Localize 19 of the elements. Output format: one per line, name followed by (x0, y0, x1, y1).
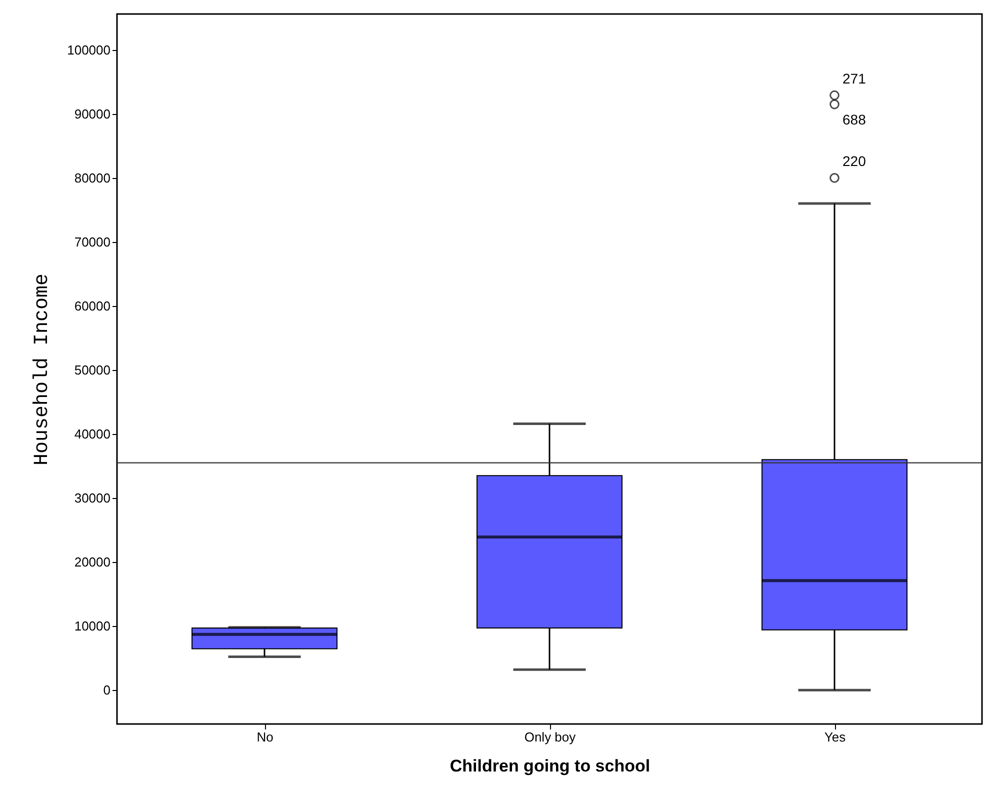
y-tick-label: 20000 (74, 554, 110, 570)
annotation: 688 (842, 111, 866, 128)
y-tick-label: 100000 (67, 42, 110, 58)
y-tick-label: 60000 (74, 298, 110, 314)
y-tick-label: 50000 (74, 362, 110, 378)
y-tick-label: 80000 (74, 170, 110, 186)
y-tick-label: 70000 (74, 234, 110, 250)
x-tick-label: Only boy (524, 730, 576, 744)
y-tick-label: 0 (103, 682, 110, 698)
y-tick-label: 40000 (74, 426, 110, 442)
annotation: 271 (842, 70, 866, 86)
y-axis-title: Household Income (31, 273, 54, 466)
y-tick-label: 30000 (74, 490, 110, 506)
x-tick-label: Yes (824, 730, 846, 744)
annotation: 220 (842, 152, 866, 169)
x-tick-label: No (256, 730, 274, 744)
x-axis-title: Children going to school (450, 756, 650, 776)
y-tick-label: 90000 (74, 106, 110, 122)
y-tick-label: 10000 (74, 618, 110, 634)
